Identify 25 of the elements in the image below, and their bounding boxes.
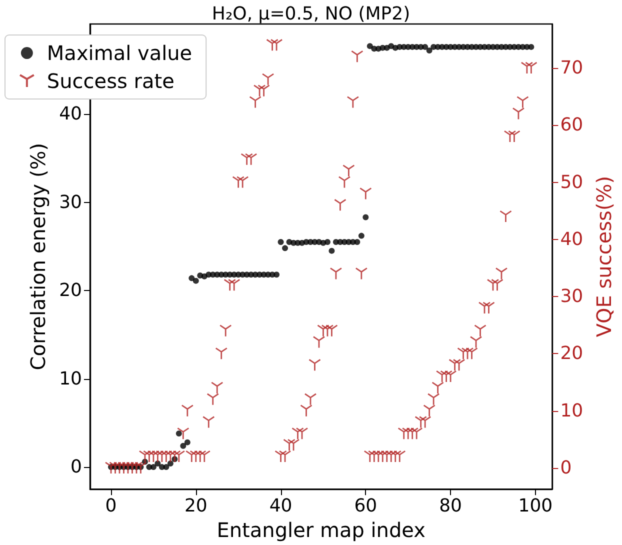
x-tick-label: 40 [269,496,292,517]
x-tick-label: 20 [184,496,208,517]
x-axis-title: Entangler map index [216,518,426,542]
y2-tick-label: 0 [560,457,572,478]
y2-tick-label: 20 [560,343,584,364]
y-tick-label: 40 [59,104,82,125]
y2-tick-label: 70 [560,57,584,78]
legend-label: Success rate [46,69,174,93]
y2-tick-label: 40 [560,228,584,250]
legend-label: Maximal value [46,41,192,65]
x-tick-label: 80 [439,496,462,517]
y-tick-label: 0 [70,456,82,478]
y2-tick-label: 60 [560,114,584,136]
y2-axis-title: VQE success(%) [592,176,616,338]
y2-tick-label: 30 [560,286,584,308]
y-tick-label: 20 [59,280,82,302]
x-tick-label: 0 [105,496,117,517]
x-tick-label: 60 [354,496,378,517]
y-axis-title: Correlation energy (%) [26,142,50,370]
chart-title: H₂O, μ=0.5, NO (MP2) [212,4,410,24]
y2-tick-label: 50 [560,172,584,193]
x-tick-label: 100 [518,496,553,517]
y-tick-label: 30 [59,192,82,213]
y-tick-label: 10 [59,368,82,390]
y2-tick-label: 10 [560,400,584,422]
